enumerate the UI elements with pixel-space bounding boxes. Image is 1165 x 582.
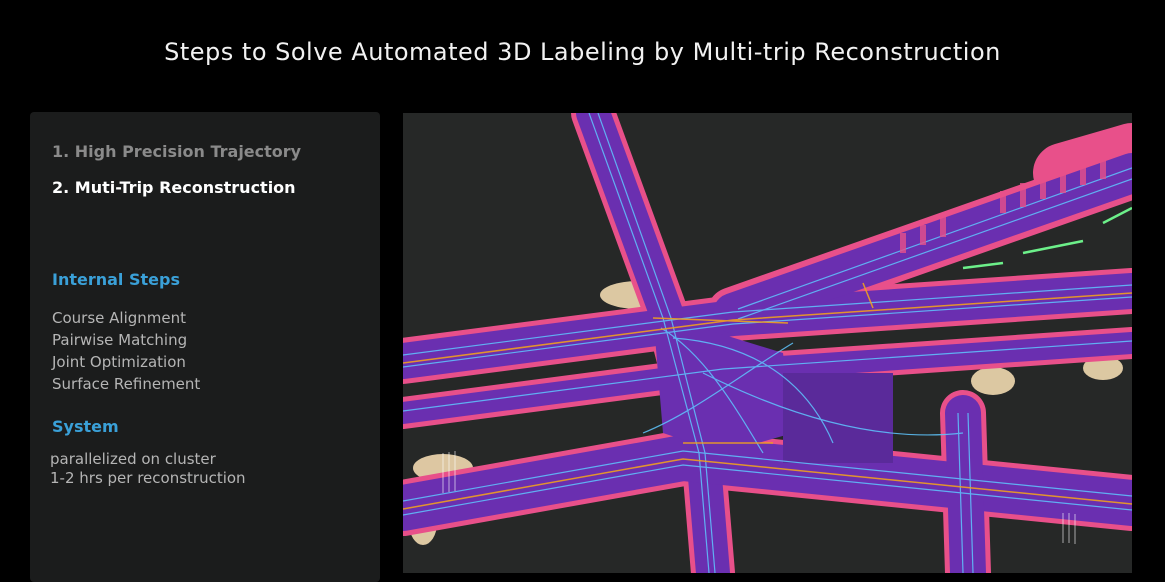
reconstruction-map-image [403, 113, 1132, 573]
internal-steps-list: Course Alignment Pairwise Matching Joint… [52, 307, 200, 395]
internal-steps-heading: Internal Steps [52, 270, 180, 289]
system-list: parallelized on cluster 1-2 hrs per reco… [50, 450, 246, 488]
road-markings [403, 282, 1132, 510]
crosswalks [442, 451, 1076, 544]
list-item: Joint Optimization [52, 353, 186, 371]
building-edges [900, 155, 1106, 253]
road-reconstruction-visual [403, 113, 1132, 573]
lane-lines [403, 113, 1132, 573]
step-high-precision-trajectory: 1. High Precision Trajectory [52, 142, 302, 161]
steps-panel: 1. High Precision Trajectory 2. Muti-Tri… [30, 112, 380, 582]
list-item: parallelized on cluster [50, 450, 216, 468]
vegetation-markers [962, 206, 1132, 270]
list-item: Pairwise Matching [52, 331, 188, 349]
list-item: Surface Refinement [52, 375, 201, 393]
list-item: Course Alignment [52, 309, 186, 327]
step-multi-trip-reconstruction: 2. Muti-Trip Reconstruction [52, 178, 296, 197]
system-heading: System [52, 417, 119, 436]
list-item: 1-2 hrs per reconstruction [50, 469, 246, 487]
road-surfaces [403, 113, 1132, 573]
slide-title: Steps to Solve Automated 3D Labeling by … [164, 38, 1001, 66]
